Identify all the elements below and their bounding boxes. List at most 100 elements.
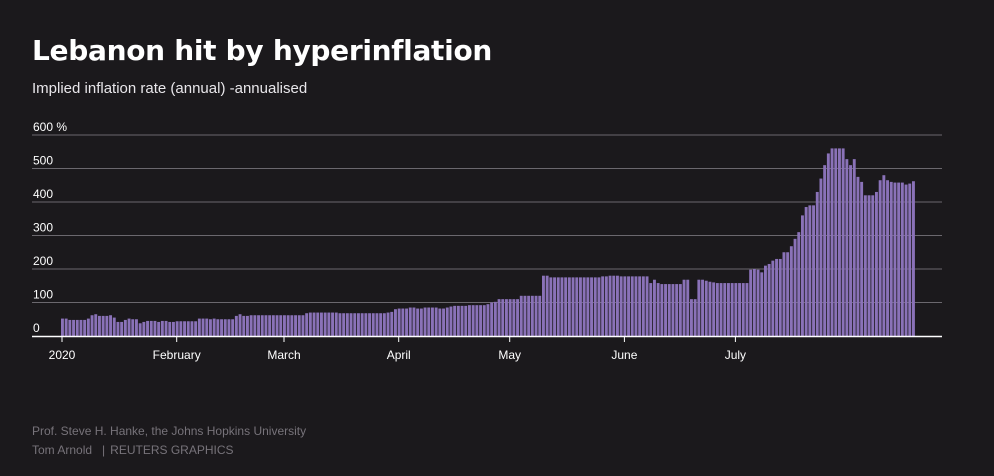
bar (375, 313, 379, 336)
bar (408, 307, 412, 336)
bar (164, 320, 168, 336)
bar (819, 178, 823, 336)
bar (756, 269, 760, 336)
bar (290, 315, 294, 336)
credit-line: Tom Arnold | REUTERS GRAPHICS (32, 443, 234, 457)
bar (560, 277, 564, 336)
bar (423, 307, 427, 336)
bar (908, 183, 912, 336)
bar (804, 207, 808, 336)
bar (882, 175, 886, 336)
bar (527, 295, 531, 336)
bar (516, 299, 519, 336)
bar (760, 272, 764, 336)
bar (268, 315, 272, 336)
bar (190, 321, 194, 336)
bar (656, 283, 660, 336)
bar (597, 277, 601, 336)
bar (826, 153, 830, 336)
bar (338, 313, 342, 336)
bar (523, 295, 527, 336)
bar (530, 295, 534, 336)
bar (505, 299, 508, 336)
bar (294, 315, 297, 336)
bar (120, 321, 124, 336)
bar (434, 307, 438, 336)
bar (893, 182, 897, 336)
bar (878, 180, 882, 336)
bar (109, 315, 112, 336)
bar (856, 176, 860, 336)
bar (593, 277, 597, 336)
bar (460, 305, 464, 336)
bar (815, 191, 819, 336)
bar (490, 302, 494, 336)
bar (660, 284, 664, 336)
bar (730, 283, 734, 336)
chart-subtitle: Implied inflation rate (annual) -annuali… (32, 80, 308, 97)
bar (767, 263, 771, 336)
bar (301, 315, 305, 336)
x-tick-label: July (725, 348, 746, 362)
bar (227, 319, 231, 336)
bar (172, 321, 175, 336)
bar (216, 319, 220, 336)
bar (512, 299, 516, 336)
bar (789, 246, 793, 336)
bar (456, 305, 460, 336)
bar (782, 252, 786, 336)
y-tick-label: 400 (33, 187, 53, 201)
bar (608, 275, 612, 336)
bar (556, 277, 560, 336)
bar (545, 275, 549, 336)
x-tick-label: May (498, 348, 521, 362)
bar (738, 283, 741, 336)
bar (257, 315, 260, 336)
bar (101, 315, 105, 336)
bar (312, 312, 316, 336)
x-tick-label: June (611, 348, 637, 362)
bar (72, 319, 75, 336)
bar (116, 321, 120, 336)
bar (382, 313, 386, 336)
bar (786, 252, 790, 336)
bar (645, 276, 649, 336)
bar (863, 195, 867, 336)
bar (571, 277, 575, 336)
bar (468, 305, 471, 336)
bar (538, 295, 542, 336)
bar (715, 283, 719, 336)
bar (297, 315, 301, 336)
chart-title: Lebanon hit by hyperinflation (32, 34, 493, 67)
bar (627, 276, 630, 336)
bar (390, 311, 394, 336)
bar (253, 315, 257, 336)
bar (690, 299, 693, 336)
bar (904, 184, 908, 336)
bar (575, 277, 579, 336)
bar (305, 313, 309, 336)
bar (138, 323, 142, 336)
bar (157, 321, 161, 336)
bar (797, 232, 801, 336)
bar (220, 319, 223, 336)
brand-label: REUTERS GRAPHICS (110, 443, 234, 457)
bar (445, 307, 449, 336)
bar (897, 182, 901, 336)
bar (630, 276, 634, 336)
bar (886, 180, 889, 336)
bar (697, 279, 701, 336)
bar (638, 276, 642, 336)
bar (678, 284, 682, 336)
bar (708, 281, 712, 336)
bar (775, 258, 778, 336)
bar (671, 284, 675, 336)
credit-separator: | (102, 443, 106, 457)
bar (634, 276, 638, 336)
bar (238, 314, 242, 336)
author-name: Tom Arnold (32, 443, 93, 457)
bar (823, 165, 827, 336)
bar (242, 315, 246, 336)
bar (601, 276, 605, 336)
